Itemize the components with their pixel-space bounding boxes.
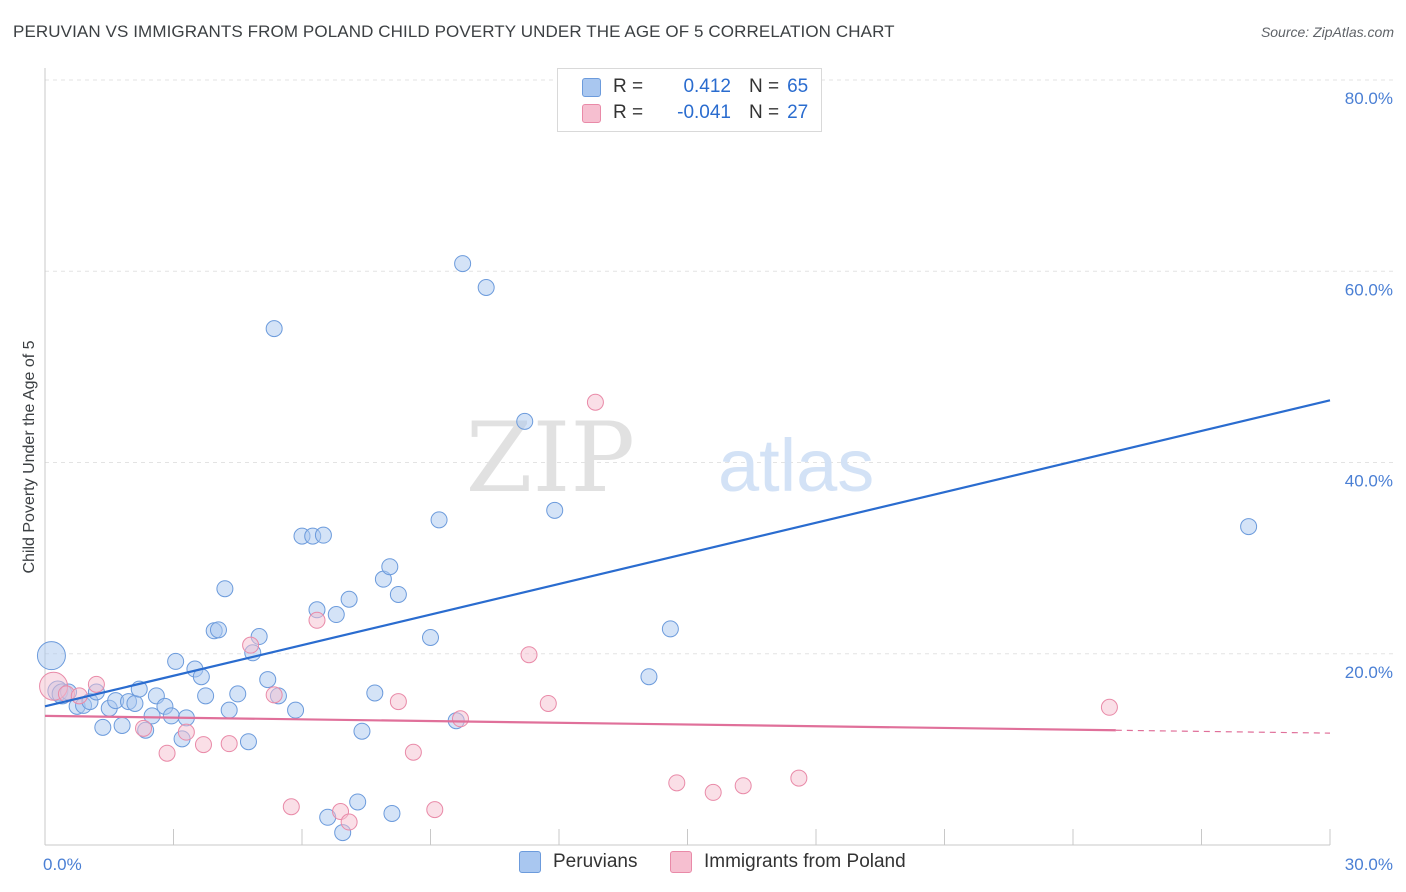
trend-lines: [44, 399, 1331, 734]
poland-point: [586, 393, 604, 411]
tick-labels: 20.0% 40.0% 60.0% 80.0% 0.0% 30.0%: [43, 89, 1393, 874]
legend-r-label: R =: [613, 102, 644, 123]
peruvian-point: [36, 641, 66, 671]
poland-point: [426, 801, 444, 819]
peruvian-point: [366, 684, 384, 702]
peruvian-point: [349, 793, 367, 811]
peruvian-point: [162, 707, 180, 725]
poland-point: [704, 783, 722, 801]
legend-item-poland: Immigrants from Poland: [670, 851, 906, 873]
legend-swatch-pink: [582, 103, 601, 123]
legend-r-value: 0.412: [683, 76, 731, 97]
y-axis-title: Child Poverty Under the Age of 5: [21, 340, 38, 573]
legend-row-peruvians: R = 0.412 N = 65: [582, 75, 808, 99]
peruvian-point: [640, 668, 658, 686]
peruvian-point: [389, 585, 407, 603]
legend-swatch-blue: [519, 851, 541, 873]
source-label: Source: ZipAtlas.com: [1260, 24, 1394, 40]
x-tick-label: 30.0%: [1345, 855, 1393, 874]
y-tick-label: 20.0%: [1345, 663, 1393, 682]
poland-point: [308, 611, 326, 629]
peruvian-point: [259, 671, 277, 689]
peruvian-point: [314, 526, 332, 544]
peruvian-point: [209, 621, 227, 639]
legend-label-poland: Immigrants from Poland: [704, 851, 906, 872]
poland-point: [194, 736, 212, 754]
poland-point: [790, 769, 808, 787]
legend-r-value: -0.041: [677, 102, 731, 123]
peruvian-point: [546, 501, 564, 519]
gridlines: [45, 79, 1395, 655]
peruvian-point: [239, 733, 257, 751]
peruvian-point: [383, 804, 401, 822]
correlation-legend: R = 0.412 N = 65 R = -0.041 N = 27: [557, 68, 822, 132]
y-tick-label: 80.0%: [1345, 89, 1393, 108]
peruvian-point: [340, 590, 358, 608]
legend-item-peruvians: Peruvians: [519, 851, 638, 873]
trend-line-peruvians: [44, 399, 1331, 708]
legend-row-poland: R = -0.041 N = 27: [582, 101, 808, 125]
legend-label-peruvians: Peruvians: [553, 851, 638, 872]
peruvian-point: [229, 685, 247, 703]
poland-point: [539, 694, 557, 712]
peruvian-point: [430, 511, 448, 529]
poland-point: [404, 743, 422, 761]
poland-point: [389, 693, 407, 711]
poland-point: [520, 646, 538, 664]
peruvian-point: [287, 701, 305, 719]
poland-point: [242, 636, 260, 654]
peruvian-point: [113, 716, 131, 734]
legend-n-value: 65: [787, 76, 809, 97]
legend-n-value: 27: [787, 102, 809, 123]
trend-line-poland: [44, 714, 1116, 732]
poland-point: [451, 710, 469, 728]
scatter-points: [36, 255, 1258, 842]
y-tick-label: 40.0%: [1345, 472, 1393, 491]
poland-point: [220, 735, 238, 753]
peruvian-point: [327, 606, 345, 624]
series-legend: Peruvians Immigrants from Poland: [0, 851, 1406, 877]
peruvian-point: [353, 722, 371, 740]
chart-title: PERUVIAN VS IMMIGRANTS FROM POLAND CHILD…: [13, 22, 895, 41]
peruvian-point: [516, 412, 534, 430]
poland-point: [135, 719, 153, 737]
peruvian-point: [454, 255, 472, 273]
peruvian-point: [126, 694, 144, 712]
poland-point: [282, 798, 300, 816]
peruvian-point: [216, 580, 234, 598]
peruvian-point: [197, 687, 215, 705]
y-tick-label: 60.0%: [1345, 280, 1393, 299]
legend-swatch-pink: [670, 851, 692, 873]
watermark-atlas: atlas: [718, 424, 874, 507]
poland-point: [340, 813, 358, 831]
x-tick-label: 0.0%: [43, 855, 82, 874]
peruvian-point: [220, 701, 238, 719]
axes: [44, 68, 1331, 846]
peruvian-point: [143, 707, 161, 725]
trend-line-poland-extension: [1115, 729, 1331, 734]
poland-point: [668, 774, 686, 792]
poland-point: [177, 723, 195, 741]
poland-point: [87, 675, 105, 693]
poland-point: [734, 777, 752, 795]
peruvian-point: [661, 620, 679, 638]
peruvian-point: [1240, 518, 1258, 536]
peruvian-point: [167, 652, 185, 670]
legend-swatch-blue: [582, 77, 601, 97]
watermark: ZIP atlas: [466, 402, 875, 514]
peruvian-point: [265, 320, 283, 338]
peruvian-point: [94, 718, 112, 736]
legend-n-label: N =: [749, 102, 780, 123]
peruvian-point: [477, 279, 495, 297]
peruvian-point: [381, 558, 399, 576]
legend-r-label: R =: [613, 76, 644, 97]
watermark-zip: ZIP: [466, 402, 635, 514]
poland-point: [265, 686, 283, 704]
peruvian-point: [422, 628, 439, 646]
poland-point: [158, 744, 176, 762]
poland-point: [1100, 698, 1118, 716]
legend-n-label: N =: [749, 76, 780, 97]
